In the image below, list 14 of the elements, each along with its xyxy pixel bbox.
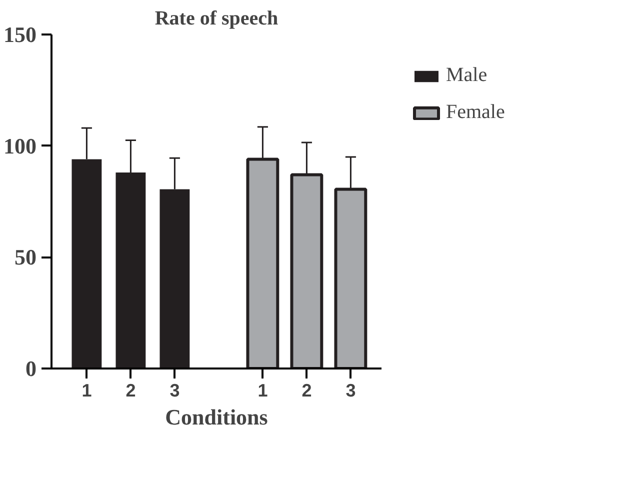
x-tick-label: 2 bbox=[302, 380, 312, 400]
x-tick-label: 1 bbox=[82, 380, 92, 400]
chart-title: Rate of speech bbox=[154, 8, 278, 30]
legend-label: Female bbox=[446, 101, 505, 124]
x-tick-label: 1 bbox=[258, 380, 268, 400]
y-tick-label: 0 bbox=[26, 356, 36, 381]
legend-label: Male bbox=[446, 64, 488, 87]
x-tick-label: 3 bbox=[170, 380, 180, 400]
y-tick-label: 100 bbox=[4, 133, 36, 158]
y-tick-label: 150 bbox=[4, 22, 36, 47]
x-tick-label: 3 bbox=[346, 380, 356, 400]
x-axis-title: Conditions bbox=[165, 404, 268, 430]
y-tick-label: 50 bbox=[14, 244, 36, 270]
x-tick-label: 2 bbox=[126, 380, 136, 400]
